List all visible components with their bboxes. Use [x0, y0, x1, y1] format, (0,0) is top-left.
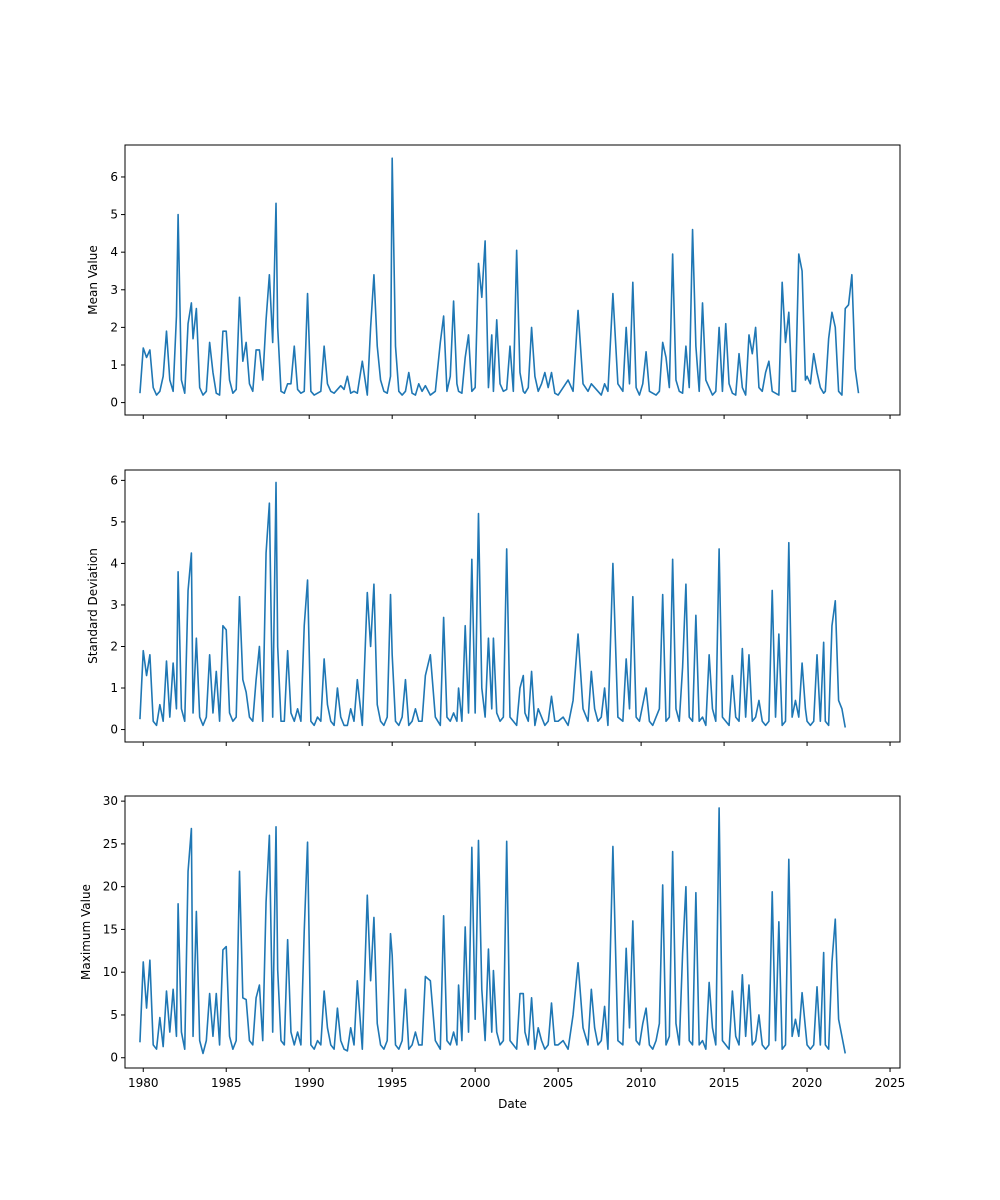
- standard-deviation-subplot: 0 1 2 3 4 5 6 Standard Deviation: [86, 469, 901, 746]
- maximum-value-series: [139, 807, 847, 1055]
- mean-value-x-ticks: [142, 415, 891, 419]
- maximum-value-x-tick-label: 2015: [709, 1076, 740, 1090]
- standard-deviation-y-axis-label: Standard Deviation: [86, 548, 100, 664]
- mean-value-y-axis-label: Mean Value: [86, 245, 100, 314]
- maximum-value-y-tick-label: 5: [110, 1008, 118, 1022]
- standard-deviation-y-tick-label: 6: [110, 473, 118, 487]
- standard-deviation-y-tick-label: 2: [110, 639, 118, 653]
- maximum-value-x-tick-label: 1995: [377, 1076, 408, 1090]
- maximum-value-x-tick-label: 2005: [543, 1076, 574, 1090]
- maximum-value-axes-frame: [124, 795, 901, 1069]
- maximum-value-y-axis-label: Maximum Value: [79, 884, 93, 980]
- maximum-value-y-tick-label: 10: [103, 965, 118, 979]
- mean-value-y-tick-label: 6: [110, 170, 118, 184]
- standard-deviation-y-tick-label: 5: [110, 515, 118, 529]
- maximum-value-y-tick-label: 25: [103, 837, 118, 851]
- maximum-value-x-tick-label: 2000: [460, 1076, 491, 1090]
- standard-deviation-y-ticks: 0 1 2 3 4 5 6: [110, 473, 125, 737]
- maximum-value-x-ticks: 1980 1985 1990 1995 2000 2005 2010 2015 2020 2025: [128, 1068, 905, 1090]
- mean-value-y-tick-label: 4: [110, 245, 118, 259]
- maximum-value-y-tick-label: 30: [103, 794, 118, 808]
- standard-deviation-y-tick-label: 0: [110, 723, 118, 737]
- standard-deviation-series: [139, 481, 847, 728]
- maximum-value-y-tick-label: 0: [110, 1051, 118, 1065]
- maximum-value-series-line: [139, 807, 847, 1055]
- mean-value-y-tick-label: 1: [110, 358, 118, 372]
- maximum-value-x-tick-label: 1980: [128, 1076, 159, 1090]
- maximum-value-x-tick-label: 1985: [211, 1076, 242, 1090]
- maximum-value-y-tick-label: 15: [103, 922, 118, 936]
- maximum-value-y-tick-label: 20: [103, 880, 118, 894]
- mean-value-y-tick-label: 5: [110, 208, 118, 222]
- mean-value-y-tick-label: 2: [110, 320, 118, 334]
- mean-value-series-line: [139, 157, 860, 396]
- standard-deviation-series-line: [139, 481, 847, 728]
- mean-value-y-ticks: 0 1 2 3 4 5 6: [110, 170, 125, 410]
- mean-value-y-tick-label: 3: [110, 283, 118, 297]
- mean-value-axes-frame: [124, 144, 901, 416]
- standard-deviation-y-tick-label: 3: [110, 598, 118, 612]
- maximum-value-x-tick-label: 2020: [792, 1076, 823, 1090]
- standard-deviation-y-tick-label: 1: [110, 681, 118, 695]
- maximum-value-y-ticks: 0 5 10 15 20 25 30: [103, 794, 125, 1065]
- maximum-value-x-tick-label: 2010: [626, 1076, 657, 1090]
- maximum-value-x-tick-label: 2025: [875, 1076, 906, 1090]
- standard-deviation-x-ticks: [142, 742, 891, 746]
- mean-value-series: [139, 157, 860, 396]
- date-x-axis-label: Date: [498, 1097, 527, 1111]
- maximum-value-x-tick-label: 1990: [294, 1076, 325, 1090]
- mean-value-y-tick-label: 0: [110, 396, 118, 410]
- standard-deviation-axes-frame: [124, 469, 901, 743]
- standard-deviation-y-tick-label: 4: [110, 556, 118, 570]
- mean-value-subplot: 0 1 2 3 4 5 6 Mean Value: [86, 144, 901, 419]
